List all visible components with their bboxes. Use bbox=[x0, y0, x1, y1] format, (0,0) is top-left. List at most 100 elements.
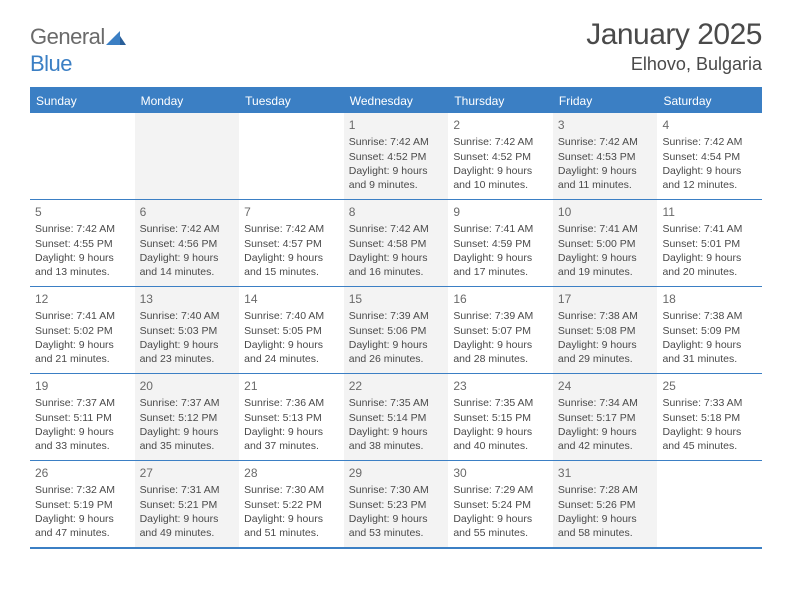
header: GeneralBlue January 2025 Elhovo, Bulgari… bbox=[30, 18, 762, 77]
sunset-line: Sunset: 5:17 PM bbox=[558, 411, 653, 425]
day-cell: 31 Sunrise: 7:28 AMSunset: 5:26 PMDayligh… bbox=[553, 461, 658, 547]
daylight-line: Daylight: 9 hours and 9 minutes. bbox=[349, 164, 444, 192]
day-number: 4 bbox=[662, 117, 757, 133]
page-title: January 2025 bbox=[586, 18, 762, 52]
day-number: 7 bbox=[244, 204, 339, 220]
sunset-line: Sunset: 5:23 PM bbox=[349, 498, 444, 512]
sunrise-line: Sunrise: 7:37 AM bbox=[140, 396, 235, 410]
sunrise-line: Sunrise: 7:28 AM bbox=[558, 483, 653, 497]
sunset-line: Sunset: 4:55 PM bbox=[35, 237, 130, 251]
sunset-line: Sunset: 5:03 PM bbox=[140, 324, 235, 338]
day-number: 8 bbox=[349, 204, 444, 220]
week-row: 26Sunrise: 7:32 AMSunset: 5:19 PMDayligh… bbox=[30, 460, 762, 547]
weekday-header: Wednesday bbox=[344, 89, 449, 113]
day-cell: 13Sunrise: 7:40 AMSunset: 5:03 PMDayligh… bbox=[135, 287, 240, 373]
sunset-line: Sunset: 5:06 PM bbox=[349, 324, 444, 338]
sunset-line: Sunset: 4:58 PM bbox=[349, 237, 444, 251]
sunrise-line: Sunrise: 7:35 AM bbox=[349, 396, 444, 410]
daylight-line: Daylight: 9 hours and 28 minutes. bbox=[453, 338, 548, 366]
day-cell bbox=[30, 113, 135, 199]
location-label: Elhovo, Bulgaria bbox=[586, 54, 762, 75]
sunset-line: Sunset: 5:12 PM bbox=[140, 411, 235, 425]
week-row: 12Sunrise: 7:41 AMSunset: 5:02 PMDayligh… bbox=[30, 286, 762, 373]
day-cell: 27Sunrise: 7:31 AMSunset: 5:21 PMDayligh… bbox=[135, 461, 240, 547]
day-cell: 7Sunrise: 7:42 AMSunset: 4:57 PMDaylight… bbox=[239, 200, 344, 286]
day-number: 23 bbox=[453, 378, 548, 394]
sunrise-line: Sunrise: 7:42 AM bbox=[349, 222, 444, 236]
sunset-line: Sunset: 5:22 PM bbox=[244, 498, 339, 512]
day-number: 9 bbox=[453, 204, 548, 220]
sunset-line: Sunset: 5:08 PM bbox=[558, 324, 653, 338]
day-cell: 17Sunrise: 7:38 AMSunset: 5:08 PMDayligh… bbox=[553, 287, 658, 373]
day-number: 6 bbox=[140, 204, 235, 220]
day-number: 10 bbox=[558, 204, 653, 220]
weekday-header: Saturday bbox=[657, 89, 762, 113]
sunrise-line: Sunrise: 7:37 AM bbox=[35, 396, 130, 410]
day-number: 19 bbox=[35, 378, 130, 394]
day-number: 14 bbox=[244, 291, 339, 307]
daylight-line: Daylight: 9 hours and 21 minutes. bbox=[35, 338, 130, 366]
day-number: 31 bbox=[558, 465, 653, 481]
weekday-header: Tuesday bbox=[239, 89, 344, 113]
day-cell: 20 Sunrise: 7:37 AMSunset: 5:12 PMDayligh… bbox=[135, 374, 240, 460]
sunset-line: Sunset: 5:05 PM bbox=[244, 324, 339, 338]
daylight-line: Daylight: 9 hours and 15 minutes. bbox=[244, 251, 339, 279]
sunrise-line: Sunrise: 7:42 AM bbox=[349, 135, 444, 149]
sunrise-line: Sunrise: 7:41 AM bbox=[662, 222, 757, 236]
week-row: 5Sunrise: 7:42 AMSunset: 4:55 PMDaylight… bbox=[30, 199, 762, 286]
daylight-line: Daylight: 9 hours and 10 minutes. bbox=[453, 164, 548, 192]
daylight-line: Daylight: 9 hours and 47 minutes. bbox=[35, 512, 130, 540]
daylight-line: Daylight: 9 hours and 40 minutes. bbox=[453, 425, 548, 453]
sunrise-line: Sunrise: 7:39 AM bbox=[453, 309, 548, 323]
day-cell: 3Sunrise: 7:42 AMSunset: 4:53 PMDaylight… bbox=[553, 113, 658, 199]
day-number: 21 bbox=[244, 378, 339, 394]
sunrise-line: Sunrise: 7:34 AM bbox=[558, 396, 653, 410]
day-cell: 26Sunrise: 7:32 AMSunset: 5:19 PMDayligh… bbox=[30, 461, 135, 547]
sunset-line: Sunset: 5:07 PM bbox=[453, 324, 548, 338]
day-number: 5 bbox=[35, 204, 130, 220]
sunset-line: Sunset: 5:26 PM bbox=[558, 498, 653, 512]
sunset-line: Sunset: 5:18 PM bbox=[662, 411, 757, 425]
day-cell: 16Sunrise: 7:39 AMSunset: 5:07 PMDayligh… bbox=[448, 287, 553, 373]
sunrise-line: Sunrise: 7:41 AM bbox=[558, 222, 653, 236]
daylight-line: Daylight: 9 hours and 31 minutes. bbox=[662, 338, 757, 366]
weekday-header: Monday bbox=[135, 89, 240, 113]
daylight-line: Daylight: 9 hours and 16 minutes. bbox=[349, 251, 444, 279]
daylight-line: Daylight: 9 hours and 12 minutes. bbox=[662, 164, 757, 192]
day-cell: 2Sunrise: 7:42 AMSunset: 4:52 PMDaylight… bbox=[448, 113, 553, 199]
weekday-header: Sunday bbox=[30, 89, 135, 113]
daylight-line: Daylight: 9 hours and 17 minutes. bbox=[453, 251, 548, 279]
day-cell: 1Sunrise: 7:42 AMSunset: 4:52 PMDaylight… bbox=[344, 113, 449, 199]
weekday-header: Friday bbox=[553, 89, 658, 113]
sunrise-line: Sunrise: 7:38 AM bbox=[662, 309, 757, 323]
day-cell: 18Sunrise: 7:38 AMSunset: 5:09 PMDayligh… bbox=[657, 287, 762, 373]
day-cell: 11Sunrise: 7:41 AMSunset: 5:01 PMDayligh… bbox=[657, 200, 762, 286]
sunset-line: Sunset: 4:54 PM bbox=[662, 150, 757, 164]
day-number: 13 bbox=[140, 291, 235, 307]
day-number: 15 bbox=[349, 291, 444, 307]
day-number: 18 bbox=[662, 291, 757, 307]
logo-mark-icon bbox=[106, 25, 126, 51]
daylight-line: Daylight: 9 hours and 11 minutes. bbox=[558, 164, 653, 192]
daylight-line: Daylight: 9 hours and 35 minutes. bbox=[140, 425, 235, 453]
daylight-line: Daylight: 9 hours and 33 minutes. bbox=[35, 425, 130, 453]
sunset-line: Sunset: 4:56 PM bbox=[140, 237, 235, 251]
daylight-line: Daylight: 9 hours and 42 minutes. bbox=[558, 425, 653, 453]
daylight-line: Daylight: 9 hours and 58 minutes. bbox=[558, 512, 653, 540]
day-number: 20 bbox=[140, 378, 235, 394]
sunset-line: Sunset: 5:21 PM bbox=[140, 498, 235, 512]
daylight-line: Daylight: 9 hours and 37 minutes. bbox=[244, 425, 339, 453]
sunrise-line: Sunrise: 7:29 AM bbox=[453, 483, 548, 497]
daylight-line: Daylight: 9 hours and 13 minutes. bbox=[35, 251, 130, 279]
logo-word1: General bbox=[30, 24, 105, 49]
sunset-line: Sunset: 5:02 PM bbox=[35, 324, 130, 338]
logo: GeneralBlue bbox=[30, 18, 126, 77]
daylight-line: Daylight: 9 hours and 53 minutes. bbox=[349, 512, 444, 540]
day-cell: 25Sunrise: 7:33 AMSunset: 5:18 PMDayligh… bbox=[657, 374, 762, 460]
day-number: 28 bbox=[244, 465, 339, 481]
sunrise-line: Sunrise: 7:41 AM bbox=[453, 222, 548, 236]
day-cell: 15Sunrise: 7:39 AMSunset: 5:06 PMDayligh… bbox=[344, 287, 449, 373]
daylight-line: Daylight: 9 hours and 24 minutes. bbox=[244, 338, 339, 366]
sunset-line: Sunset: 4:53 PM bbox=[558, 150, 653, 164]
day-cell: 29Sunrise: 7:30 AMSunset: 5:23 PMDayligh… bbox=[344, 461, 449, 547]
